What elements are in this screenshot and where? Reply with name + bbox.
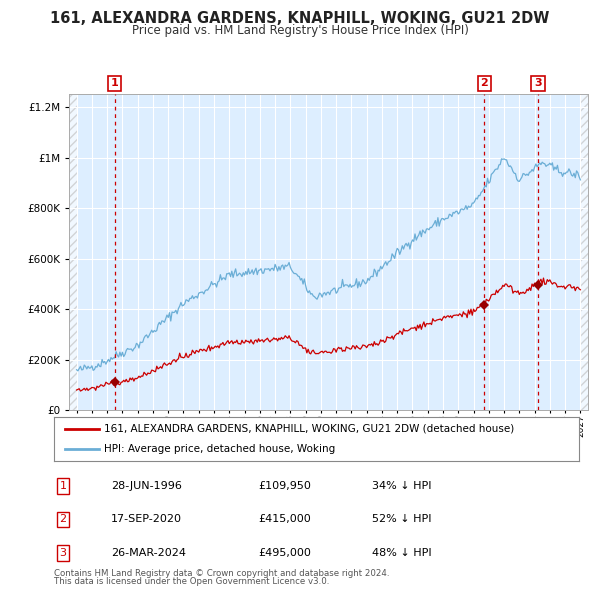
Text: 161, ALEXANDRA GARDENS, KNAPHILL, WOKING, GU21 2DW (detached house): 161, ALEXANDRA GARDENS, KNAPHILL, WOKING… <box>104 424 514 434</box>
Text: HPI: Average price, detached house, Woking: HPI: Average price, detached house, Woki… <box>104 444 335 454</box>
Text: 2: 2 <box>59 514 67 525</box>
Text: Contains HM Land Registry data © Crown copyright and database right 2024.: Contains HM Land Registry data © Crown c… <box>54 569 389 578</box>
Text: 28-JUN-1996: 28-JUN-1996 <box>111 481 182 491</box>
Text: £109,950: £109,950 <box>258 481 311 491</box>
Bar <box>69 94 77 410</box>
Text: 3: 3 <box>534 78 542 88</box>
Text: Price paid vs. HM Land Registry's House Price Index (HPI): Price paid vs. HM Land Registry's House … <box>131 24 469 37</box>
Text: This data is licensed under the Open Government Licence v3.0.: This data is licensed under the Open Gov… <box>54 578 329 586</box>
Text: 52% ↓ HPI: 52% ↓ HPI <box>372 514 431 525</box>
Bar <box>580 94 588 410</box>
Text: 1: 1 <box>59 481 67 491</box>
Text: 3: 3 <box>59 548 67 558</box>
Text: 48% ↓ HPI: 48% ↓ HPI <box>372 548 431 558</box>
Text: 26-MAR-2024: 26-MAR-2024 <box>111 548 186 558</box>
Text: 34% ↓ HPI: 34% ↓ HPI <box>372 481 431 491</box>
Text: 161, ALEXANDRA GARDENS, KNAPHILL, WOKING, GU21 2DW: 161, ALEXANDRA GARDENS, KNAPHILL, WOKING… <box>50 11 550 25</box>
Text: 17-SEP-2020: 17-SEP-2020 <box>111 514 182 525</box>
Text: £495,000: £495,000 <box>258 548 311 558</box>
Text: 1: 1 <box>111 78 119 88</box>
Text: 2: 2 <box>481 78 488 88</box>
Text: £415,000: £415,000 <box>258 514 311 525</box>
